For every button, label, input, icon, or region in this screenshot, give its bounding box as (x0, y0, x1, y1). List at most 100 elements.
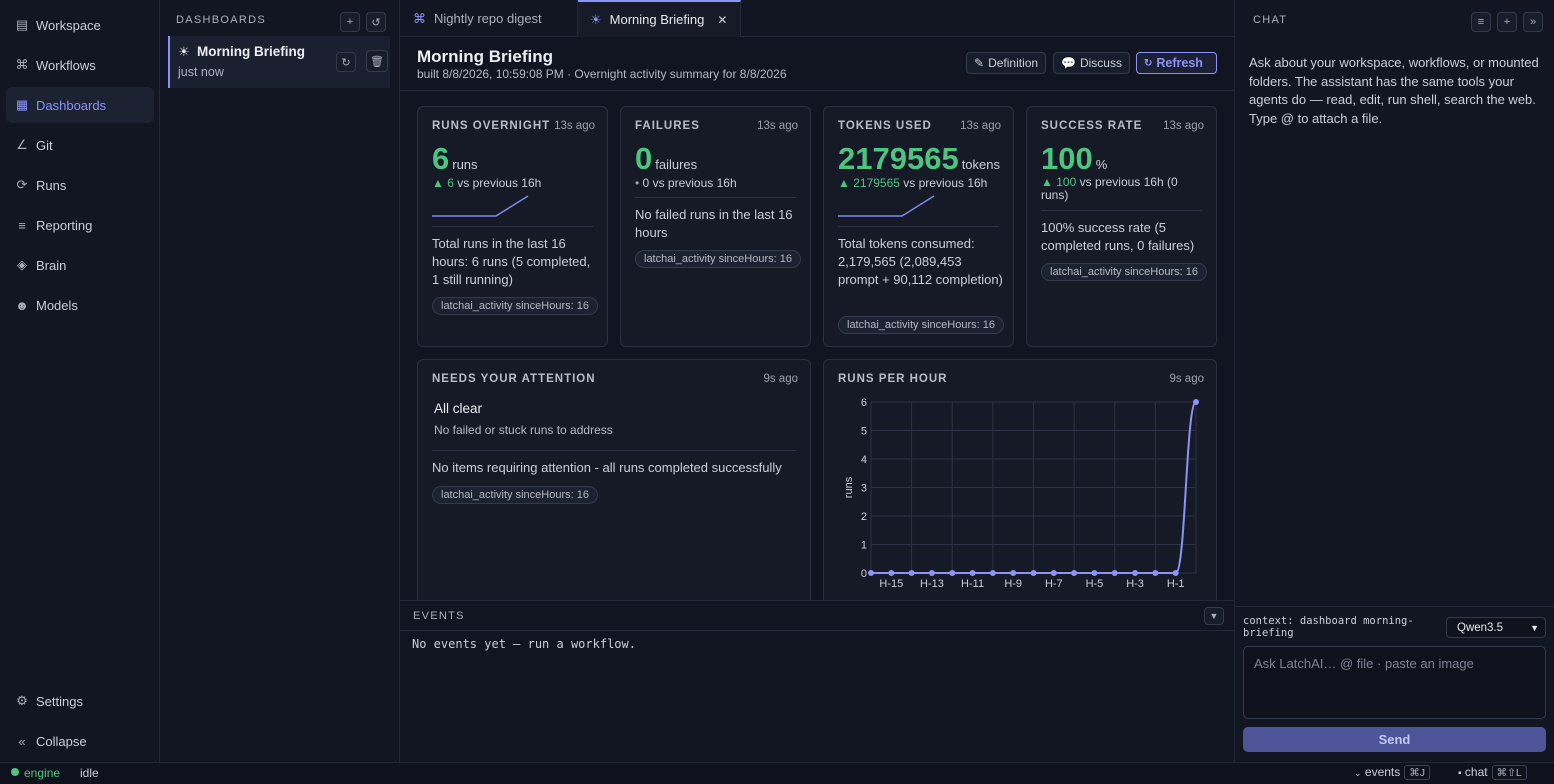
engine-label: engine (24, 766, 61, 780)
runs-icon: ⟳ (16, 177, 28, 192)
sidebar-item-reporting[interactable]: ≡ Reporting (6, 207, 154, 243)
model-select-value: Qwen3.5 (1457, 621, 1504, 634)
sun-icon: ☀ (590, 11, 602, 27)
data-point (908, 570, 915, 576)
tab-nightly-repo-digest[interactable]: ⌘ Nightly repo digest (400, 0, 578, 37)
kpi-number: 6 (432, 141, 450, 176)
attention-subtext: No failed or stuck runs to address (434, 423, 613, 437)
x-tick-label: H-11 (961, 578, 984, 590)
sidebar-item-workspace[interactable]: ▤ Workspace (6, 7, 154, 43)
kpi-delta: • 0 vs previous 16h (635, 176, 737, 190)
add-dashboard-button[interactable]: + (340, 12, 360, 32)
sidebar-item-label: Git (36, 137, 53, 153)
sidebar-item-label: Workspace (36, 17, 101, 33)
sidebar-item-models[interactable]: ☻ Models (6, 287, 154, 323)
kpi-card-runs-overnight: RUNS OVERNIGHT 13s ago 6 runs ▲ 6 vs prev… (417, 106, 608, 347)
y-tick-label: 0 (861, 568, 867, 580)
engine-status-dot (11, 768, 19, 776)
sidebar-item-label: Dashboards (36, 97, 107, 113)
x-tick-label: H-13 (920, 578, 944, 590)
tab-bar: ⌘ Nightly repo digest ☀ Morning Briefing ✕ (400, 0, 1234, 37)
events-collapse-button[interactable]: ▼ (1204, 607, 1224, 625)
sidebar-item-git[interactable]: ∠ Git (6, 127, 154, 163)
kpi-value: 2179565 tokens (838, 141, 1000, 177)
chat-history-button[interactable]: ≡ (1471, 12, 1491, 32)
rebuild-dashboard-button[interactable]: ↻ (336, 52, 356, 72)
send-button[interactable]: Send (1243, 727, 1546, 752)
chevron-down-icon: ⌄ (1354, 768, 1362, 778)
chat-icon: ▪ (1458, 768, 1462, 779)
sparkline (432, 195, 529, 217)
data-point (888, 570, 895, 576)
sidebar-item-dashboards[interactable]: ▦ Dashboards (6, 87, 154, 123)
double-chevron-left-icon: « (18, 733, 26, 749)
dashboards-panel: DASHBOARDS + ↺ (160, 0, 400, 762)
chat-input[interactable]: Ask LatchAI… @ file · paste an image (1243, 646, 1546, 719)
definition-label: Definition (988, 56, 1039, 70)
y-tick-label: 1 (861, 540, 867, 552)
source-chip: latchai_activity sinceHours: 16 (635, 250, 801, 268)
divider (838, 226, 999, 227)
dashboard-list-item[interactable]: ☀ Morning Briefing just now ↻ 🗑 (168, 36, 390, 88)
delta-value: 2179565 (853, 176, 900, 190)
data-point (1010, 570, 1017, 576)
data-point (1030, 570, 1037, 576)
toggle-events-button[interactable]: ⌄ events ⌘J (1354, 765, 1430, 780)
collapse-chat-button[interactable]: » (1523, 12, 1543, 32)
discuss-button[interactable]: 💬 Discuss (1053, 52, 1130, 74)
x-tick-label: H-3 (1126, 578, 1144, 590)
workflow-icon: ⌘ (413, 10, 426, 26)
data-point (1193, 399, 1199, 405)
page-subtitle: built 8/8/2026, 10:59:08 PM · Overnight … (417, 67, 787, 81)
plus-icon: + (346, 16, 354, 28)
data-point (1132, 570, 1139, 576)
definition-button[interactable]: ✎ Definition (966, 52, 1047, 74)
events-title: EVENTS (413, 610, 465, 622)
delta-text: vs previous 16h (652, 176, 737, 190)
source-chip: latchai_activity sinceHours: 16 (838, 316, 1004, 334)
data-point (989, 570, 996, 576)
model-select[interactable]: Qwen3.5 ▼ (1446, 617, 1546, 638)
refresh-dashboards-button[interactable]: ↺ (366, 12, 386, 32)
arrow-up-icon: ▲ (1041, 175, 1053, 189)
kpi-card-success-rate: SUCCESS RATE 13s ago 100% ▲ 100 vs previ… (1026, 106, 1217, 347)
data-point (1091, 570, 1098, 576)
x-tick-label: H-7 (1045, 578, 1063, 590)
kpi-unit: runs (452, 157, 478, 172)
delete-dashboard-button[interactable]: 🗑 (366, 50, 388, 72)
collapse-button[interactable]: « Collapse (6, 723, 154, 759)
card-title: SUCCESS RATE (1041, 120, 1143, 132)
sidebar-item-settings[interactable]: ⚙ Settings (6, 683, 154, 719)
sidebar-item-label: Reporting (36, 217, 93, 233)
sidebar-item-workflows[interactable]: ⌘ Workflows (6, 47, 154, 83)
source-chip: latchai_activity sinceHours: 16 (432, 486, 598, 504)
page-title: Morning Briefing (417, 47, 553, 66)
sidebar-item-label: Models (36, 297, 78, 313)
dashboard-item-time: just now (178, 65, 224, 79)
divider (400, 630, 1234, 631)
kpi-delta: ▲ 2179565 vs previous 16h (838, 176, 987, 190)
y-tick-label: 2 (861, 511, 867, 523)
chevron-down-icon: ▼ (1209, 611, 1219, 621)
dot-icon: • (635, 176, 640, 190)
list-icon: ≡ (1477, 16, 1485, 28)
tab-morning-briefing[interactable]: ☀ Morning Briefing ✕ (578, 0, 741, 37)
refresh-button[interactable]: ↻ Refresh (1136, 52, 1217, 74)
close-icon[interactable]: ✕ (717, 12, 728, 27)
gear-icon: ⚙ (16, 693, 28, 708)
sidebar-item-runs[interactable]: ⟳ Runs (6, 167, 154, 203)
sidebar-item-label: Settings (36, 693, 83, 709)
sparkline-line (838, 195, 935, 217)
sidebar-item-brain[interactable]: ◈ Brain (6, 247, 154, 283)
new-chat-button[interactable]: + (1497, 12, 1517, 32)
toggle-chat-button[interactable]: ▪ chat ⌘⇧L (1458, 765, 1527, 780)
workflows-icon: ⌘ (15, 57, 29, 72)
card-description: No failed runs in the last 16 hours (635, 207, 793, 240)
collapse-label: Collapse (36, 733, 87, 749)
kpi-delta: ▲ 100 vs previous 16h (0 runs) (1041, 176, 1206, 202)
chat-title: CHAT (1253, 14, 1288, 26)
sidebar-item-label: Runs (36, 177, 67, 193)
data-point (868, 570, 874, 576)
arrow-up-icon: ▲ (838, 176, 850, 190)
data-point (1152, 570, 1159, 576)
